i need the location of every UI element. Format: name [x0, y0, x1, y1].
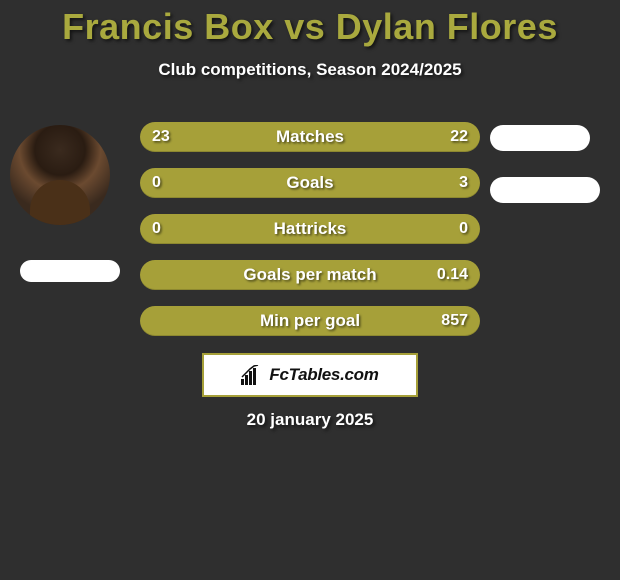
stat-right-value: 857	[441, 306, 468, 336]
stat-right-value: 3	[459, 168, 468, 198]
stat-label: Matches	[140, 122, 480, 152]
logo-text: FcTables.com	[269, 365, 378, 385]
stat-right-value: 22	[450, 122, 468, 152]
subtitle: Club competitions, Season 2024/2025	[0, 60, 620, 80]
player-left-avatar	[10, 125, 110, 225]
stat-right-value: 0	[459, 214, 468, 244]
page-title: Francis Box vs Dylan Flores	[0, 0, 620, 48]
date-label: 20 january 2025	[0, 410, 620, 430]
player-right-pill-1	[490, 125, 590, 151]
stat-label: Goals	[140, 168, 480, 198]
stats-table: 23 Matches 22 0 Goals 3 0 Hattricks 0 Go…	[140, 122, 480, 352]
stat-label: Hattricks	[140, 214, 480, 244]
stat-row: 0 Hattricks 0	[140, 214, 480, 244]
bar-chart-icon	[241, 365, 263, 385]
stat-row: Goals per match 0.14	[140, 260, 480, 290]
stat-label: Min per goal	[140, 306, 480, 336]
stat-row: 23 Matches 22	[140, 122, 480, 152]
player-right-pill-2	[490, 177, 600, 203]
stat-row: 0 Goals 3	[140, 168, 480, 198]
stat-label: Goals per match	[140, 260, 480, 290]
player-left-pill	[20, 260, 120, 282]
stat-row: Min per goal 857	[140, 306, 480, 336]
stat-right-value: 0.14	[437, 260, 468, 290]
source-logo: FcTables.com	[202, 353, 418, 397]
